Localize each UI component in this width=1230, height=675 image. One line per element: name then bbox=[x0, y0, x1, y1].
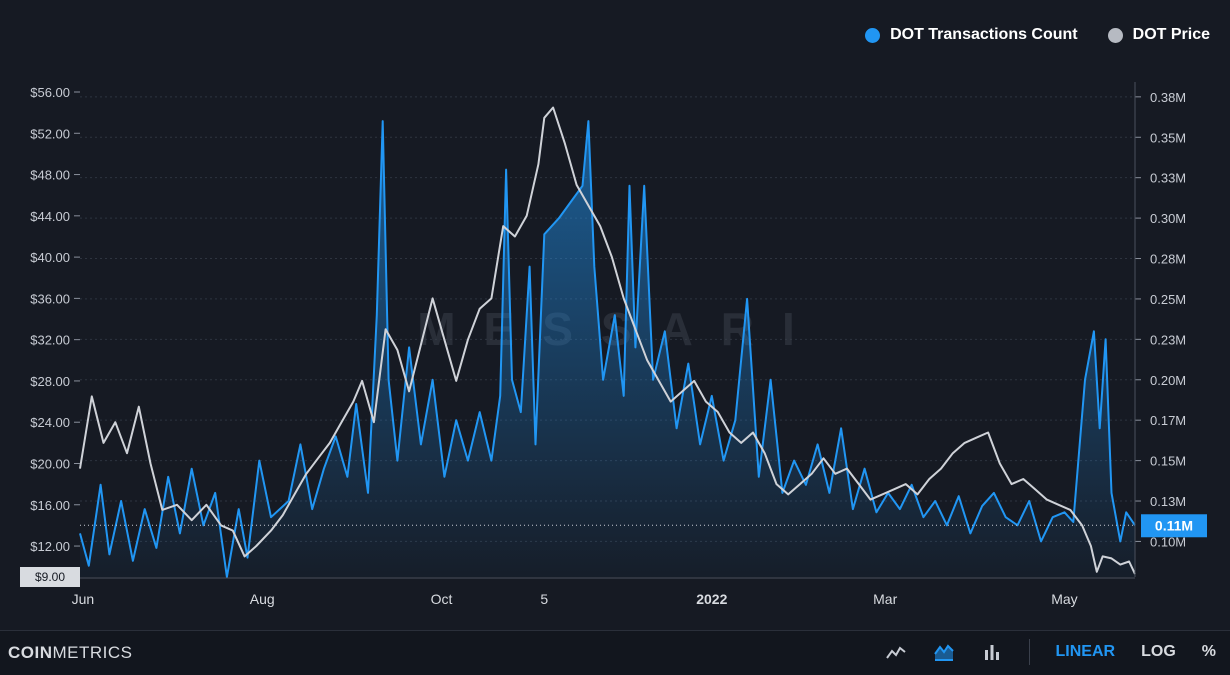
left-axis-tick-label: $36.00 bbox=[30, 291, 70, 306]
legend-tx-label: DOT Transactions Count bbox=[890, 26, 1078, 43]
footer-toolbar: COINMETRICS LINEAR LOG % bbox=[0, 630, 1230, 675]
x-axis-tick-label: Oct bbox=[431, 591, 453, 607]
left-axis-tick-label: $40.00 bbox=[30, 250, 70, 265]
linear-scale-button[interactable]: LINEAR bbox=[1055, 643, 1116, 660]
x-axis-tick-label: Aug bbox=[250, 591, 275, 607]
current-value-tag: 0.11M bbox=[1155, 517, 1193, 533]
left-axis-tick-label: $32.00 bbox=[30, 333, 70, 348]
chart-canvas: MESSARI 0.10M0.13M0.15M0.17M0.20M0.23M0.… bbox=[20, 82, 1207, 607]
right-axis-tick-label: 0.35M bbox=[1150, 130, 1186, 145]
x-axis-tick-label: May bbox=[1051, 591, 1077, 607]
percent-scale-button[interactable]: % bbox=[1201, 643, 1216, 660]
left-axis-tick-label: $44.00 bbox=[30, 209, 70, 224]
right-axis-tick-label: 0.25M bbox=[1150, 292, 1186, 307]
price-bottom-tag: $9.00 bbox=[35, 570, 65, 584]
log-scale-button[interactable]: LOG bbox=[1141, 643, 1176, 660]
right-axis-tick-label: 0.17M bbox=[1150, 413, 1186, 428]
right-axis-tick-label: 0.13M bbox=[1150, 494, 1186, 509]
tx-area-fill bbox=[80, 121, 1135, 577]
left-axis-tick-label: $16.00 bbox=[30, 498, 70, 513]
price-color-dot bbox=[1107, 27, 1123, 43]
x-axis-tick-label: Jun bbox=[72, 591, 95, 607]
left-axis-tick-label: $24.00 bbox=[30, 415, 70, 430]
right-axis-tick-label: 0.38M bbox=[1150, 90, 1186, 105]
right-axis-tick-label: 0.33M bbox=[1150, 171, 1186, 186]
x-axis-tick-label: 5 bbox=[540, 591, 548, 607]
toolbar-separator bbox=[1028, 639, 1030, 665]
left-axis-tick-label: $48.00 bbox=[30, 168, 70, 183]
left-axis-tick-label: $28.00 bbox=[30, 374, 70, 389]
tx-color-dot bbox=[865, 27, 881, 43]
x-axis-tick-label: Mar bbox=[873, 591, 897, 607]
price-bottom-tag-bg bbox=[20, 567, 80, 587]
legend-item-tx[interactable]: DOT Transactions Count bbox=[865, 26, 1078, 44]
left-axis-tick-label: $56.00 bbox=[30, 85, 70, 100]
axes: 0.10M 0.13M 0.15M 0.17M 0.20M 0.23M 0.25M 0.28M… bbox=[20, 82, 1207, 607]
coinmetrics-logo: COINMETRICS bbox=[8, 643, 133, 662]
left-axis-tick-label: $12.00 bbox=[30, 539, 70, 554]
x-axis-tick-label: 2022 bbox=[696, 591, 727, 607]
current-value-tag-bg bbox=[1141, 514, 1207, 538]
bar-chart-icon[interactable] bbox=[981, 641, 1003, 663]
legend-item-price[interactable]: DOT Price bbox=[1107, 26, 1210, 44]
tx-series-line bbox=[79, 120, 1136, 578]
right-axis-tick-label: 0.23M bbox=[1150, 332, 1186, 347]
right-axis-tick-label: 0.15M bbox=[1150, 454, 1186, 469]
legend: DOT Transactions Count DOT Price bbox=[865, 26, 1210, 44]
watermark: MESSARI bbox=[417, 303, 823, 355]
line-chart-icon[interactable] bbox=[885, 641, 907, 663]
right-axis-tick-label: 0.20M bbox=[1150, 373, 1186, 388]
right-axis-tick-label: 0.28M bbox=[1150, 252, 1186, 267]
chart-controls: LINEAR LOG % bbox=[885, 639, 1216, 665]
legend-price-label: DOT Price bbox=[1132, 26, 1210, 43]
area-chart-icon[interactable] bbox=[933, 641, 955, 663]
series-layer bbox=[79, 106, 1136, 578]
left-axis-tick-label: $52.00 bbox=[30, 126, 70, 141]
left-axis-tick-label: $20.00 bbox=[30, 456, 70, 471]
price-series-line bbox=[79, 106, 1136, 575]
right-axis-tick-label: 0.10M bbox=[1150, 534, 1186, 549]
right-axis-tick-label: 0.30M bbox=[1150, 211, 1186, 226]
